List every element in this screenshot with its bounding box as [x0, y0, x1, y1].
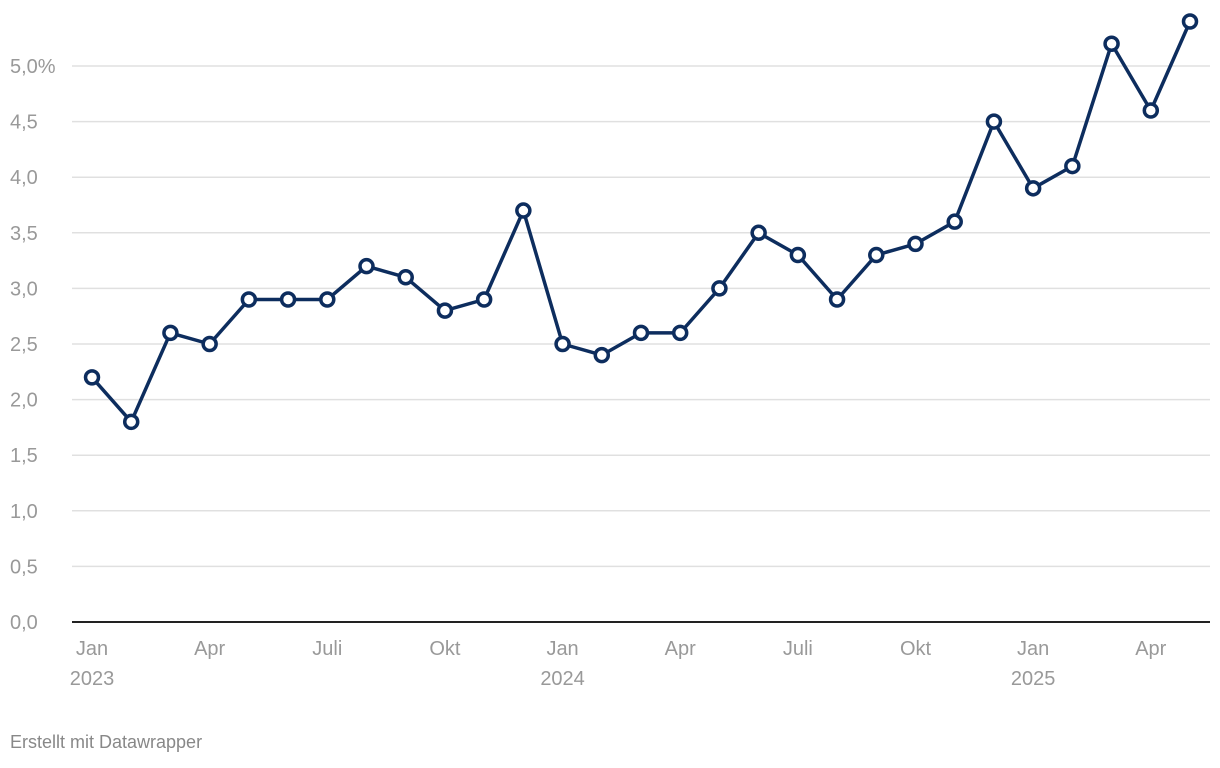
data-point [1142, 102, 1160, 119]
x-tick-year-label: 2023 [70, 668, 115, 690]
y-tick-label: 4,5 [10, 112, 38, 134]
x-tick-label: Okt [900, 638, 932, 660]
x-tick-year-label: 2025 [1011, 668, 1056, 690]
data-point [515, 202, 532, 219]
y-tick-label: 3,5 [10, 223, 38, 245]
data-point [946, 213, 963, 230]
x-tick-year-label: 2024 [540, 668, 585, 690]
series-points [83, 13, 1199, 431]
y-tick-label: 1,0 [10, 501, 38, 523]
x-tick-label: Juli [783, 638, 813, 660]
data-point [83, 369, 101, 386]
data-point [1064, 157, 1081, 175]
y-tick-label: 1,5 [10, 445, 38, 467]
data-point [436, 302, 454, 319]
data-point [750, 224, 767, 242]
data-point [632, 324, 650, 342]
data-point [475, 291, 493, 308]
data-point [279, 291, 297, 308]
data-point [907, 235, 924, 253]
x-tick-label: Juli [312, 638, 342, 660]
data-point [240, 291, 258, 308]
data-point [201, 335, 218, 353]
credit-text: Erstellt mit Datawrapper [10, 732, 203, 752]
data-point [554, 335, 571, 353]
y-tick-label: 0,0 [10, 612, 38, 634]
data-point [397, 269, 414, 286]
y-tick-label: 4,0 [10, 167, 38, 189]
data-point [789, 246, 807, 264]
data-point [868, 246, 885, 264]
data-point [319, 291, 336, 308]
data-point [1024, 180, 1042, 197]
data-point [358, 257, 375, 275]
y-tick-label: 5,0% [10, 56, 56, 78]
y-tick-label: 3,0 [10, 278, 38, 300]
y-tick-label: 2,0 [10, 390, 38, 412]
x-tick-label: Jan [546, 638, 578, 660]
y-axis-ticks: 0,0 0,5 1,0 1,5 2,0 2,5 3,0 3,5 4,0 4,5 5,0% [10, 56, 56, 634]
grid-lines [72, 65, 1210, 568]
data-point [828, 291, 846, 308]
x-tick-label: Apr [1135, 638, 1166, 660]
data-point [1181, 13, 1199, 30]
x-tick-label: Apr [665, 638, 696, 660]
x-axis-ticks: Jan 2023 Apr Juli Okt Jan 2024 Apr Juli Okt Jan 202… [70, 638, 1167, 690]
x-tick-label: Jan [76, 638, 108, 660]
x-tick-label: Jan [1017, 638, 1049, 660]
y-tick-label: 0,5 [10, 556, 38, 578]
data-point [122, 413, 140, 431]
x-tick-label: Okt [429, 638, 461, 660]
data-point [162, 324, 179, 342]
data-point [711, 280, 728, 297]
series-line [90, 20, 1192, 424]
data-point [1103, 35, 1120, 53]
x-tick-label: Apr [194, 638, 225, 660]
data-point [593, 346, 611, 364]
line-chart: 0,0 0,5 1,0 1,5 2,0 2,5 3,0 3,5 4,0 4,5 5,0% Jan 20… [10, 13, 1210, 690]
data-point [671, 324, 689, 342]
y-tick-label: 2,5 [10, 334, 38, 356]
data-point [985, 113, 1003, 130]
